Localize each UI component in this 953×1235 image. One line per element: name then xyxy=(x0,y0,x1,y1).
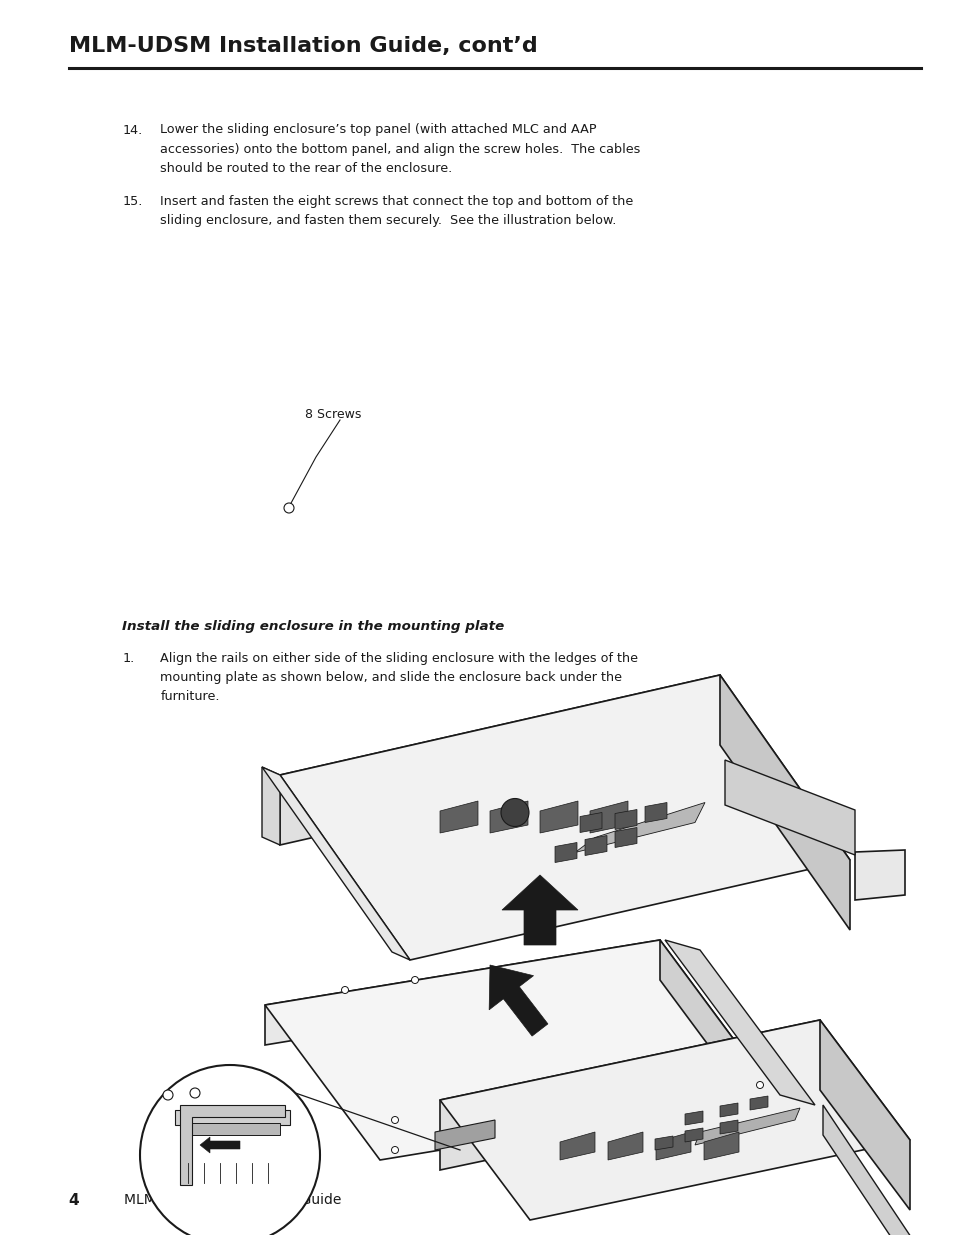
Polygon shape xyxy=(180,1105,285,1186)
Polygon shape xyxy=(822,1105,912,1235)
Polygon shape xyxy=(439,1020,909,1220)
Polygon shape xyxy=(615,809,637,830)
Polygon shape xyxy=(607,1132,642,1160)
Polygon shape xyxy=(724,760,854,855)
Text: 4: 4 xyxy=(69,1193,79,1208)
Polygon shape xyxy=(584,836,606,856)
Text: Mounting
Plate: Mounting Plate xyxy=(245,1160,297,1182)
Polygon shape xyxy=(720,1103,738,1116)
Text: 1.: 1. xyxy=(122,652,134,666)
Polygon shape xyxy=(435,1120,495,1150)
Polygon shape xyxy=(615,827,637,847)
Polygon shape xyxy=(262,767,280,845)
Polygon shape xyxy=(589,802,627,832)
Text: Install the sliding enclosure in the mounting plate: Install the sliding enclosure in the mou… xyxy=(122,620,504,634)
Circle shape xyxy=(756,1082,762,1088)
Polygon shape xyxy=(489,965,547,1036)
Polygon shape xyxy=(439,1020,820,1170)
Circle shape xyxy=(500,799,529,826)
Text: MLM-UDSM • Installation Guide: MLM-UDSM • Installation Guide xyxy=(124,1193,341,1208)
Text: 14.: 14. xyxy=(122,124,142,137)
Text: Lower the sliding enclosure’s top panel (with attached MLC and AAP
accessories) : Lower the sliding enclosure’s top panel … xyxy=(160,124,640,174)
Polygon shape xyxy=(655,1136,672,1150)
Circle shape xyxy=(411,977,418,983)
Polygon shape xyxy=(703,1132,739,1160)
Circle shape xyxy=(341,987,348,993)
Polygon shape xyxy=(190,1123,280,1135)
Polygon shape xyxy=(262,767,410,960)
Polygon shape xyxy=(559,1132,595,1160)
Polygon shape xyxy=(720,676,849,930)
Circle shape xyxy=(163,1091,172,1100)
Polygon shape xyxy=(501,876,578,945)
Polygon shape xyxy=(174,1110,290,1125)
Circle shape xyxy=(190,1088,200,1098)
Circle shape xyxy=(391,1146,398,1153)
Polygon shape xyxy=(575,803,704,852)
Polygon shape xyxy=(644,803,666,823)
Text: Insert and fasten the eight screws that connect the top and bottom of the
slidin: Insert and fasten the eight screws that … xyxy=(160,195,633,227)
Polygon shape xyxy=(656,1132,690,1160)
Circle shape xyxy=(140,1065,319,1235)
Polygon shape xyxy=(695,1108,800,1145)
Polygon shape xyxy=(439,802,477,832)
Text: 8 Screws: 8 Screws xyxy=(305,409,361,421)
Polygon shape xyxy=(280,676,720,845)
Text: 15.: 15. xyxy=(122,195,142,209)
Polygon shape xyxy=(555,842,577,862)
Polygon shape xyxy=(579,813,601,832)
Polygon shape xyxy=(749,1095,767,1110)
Polygon shape xyxy=(720,1120,738,1134)
Text: Align the rails on either side of the sliding enclosure with the ledges of the
m: Align the rails on either side of the sl… xyxy=(160,652,638,703)
Polygon shape xyxy=(265,940,774,1160)
Polygon shape xyxy=(684,1128,702,1142)
Circle shape xyxy=(284,503,294,513)
Polygon shape xyxy=(539,802,578,832)
Polygon shape xyxy=(854,850,904,900)
Polygon shape xyxy=(684,1112,702,1125)
Polygon shape xyxy=(280,676,849,960)
Polygon shape xyxy=(664,940,814,1105)
Polygon shape xyxy=(490,802,527,832)
Polygon shape xyxy=(820,1020,909,1210)
Polygon shape xyxy=(200,1137,240,1153)
Circle shape xyxy=(391,1116,398,1124)
Polygon shape xyxy=(265,940,659,1045)
Polygon shape xyxy=(659,940,774,1135)
Text: MLM-UDSM Installation Guide, cont’d: MLM-UDSM Installation Guide, cont’d xyxy=(69,36,537,56)
